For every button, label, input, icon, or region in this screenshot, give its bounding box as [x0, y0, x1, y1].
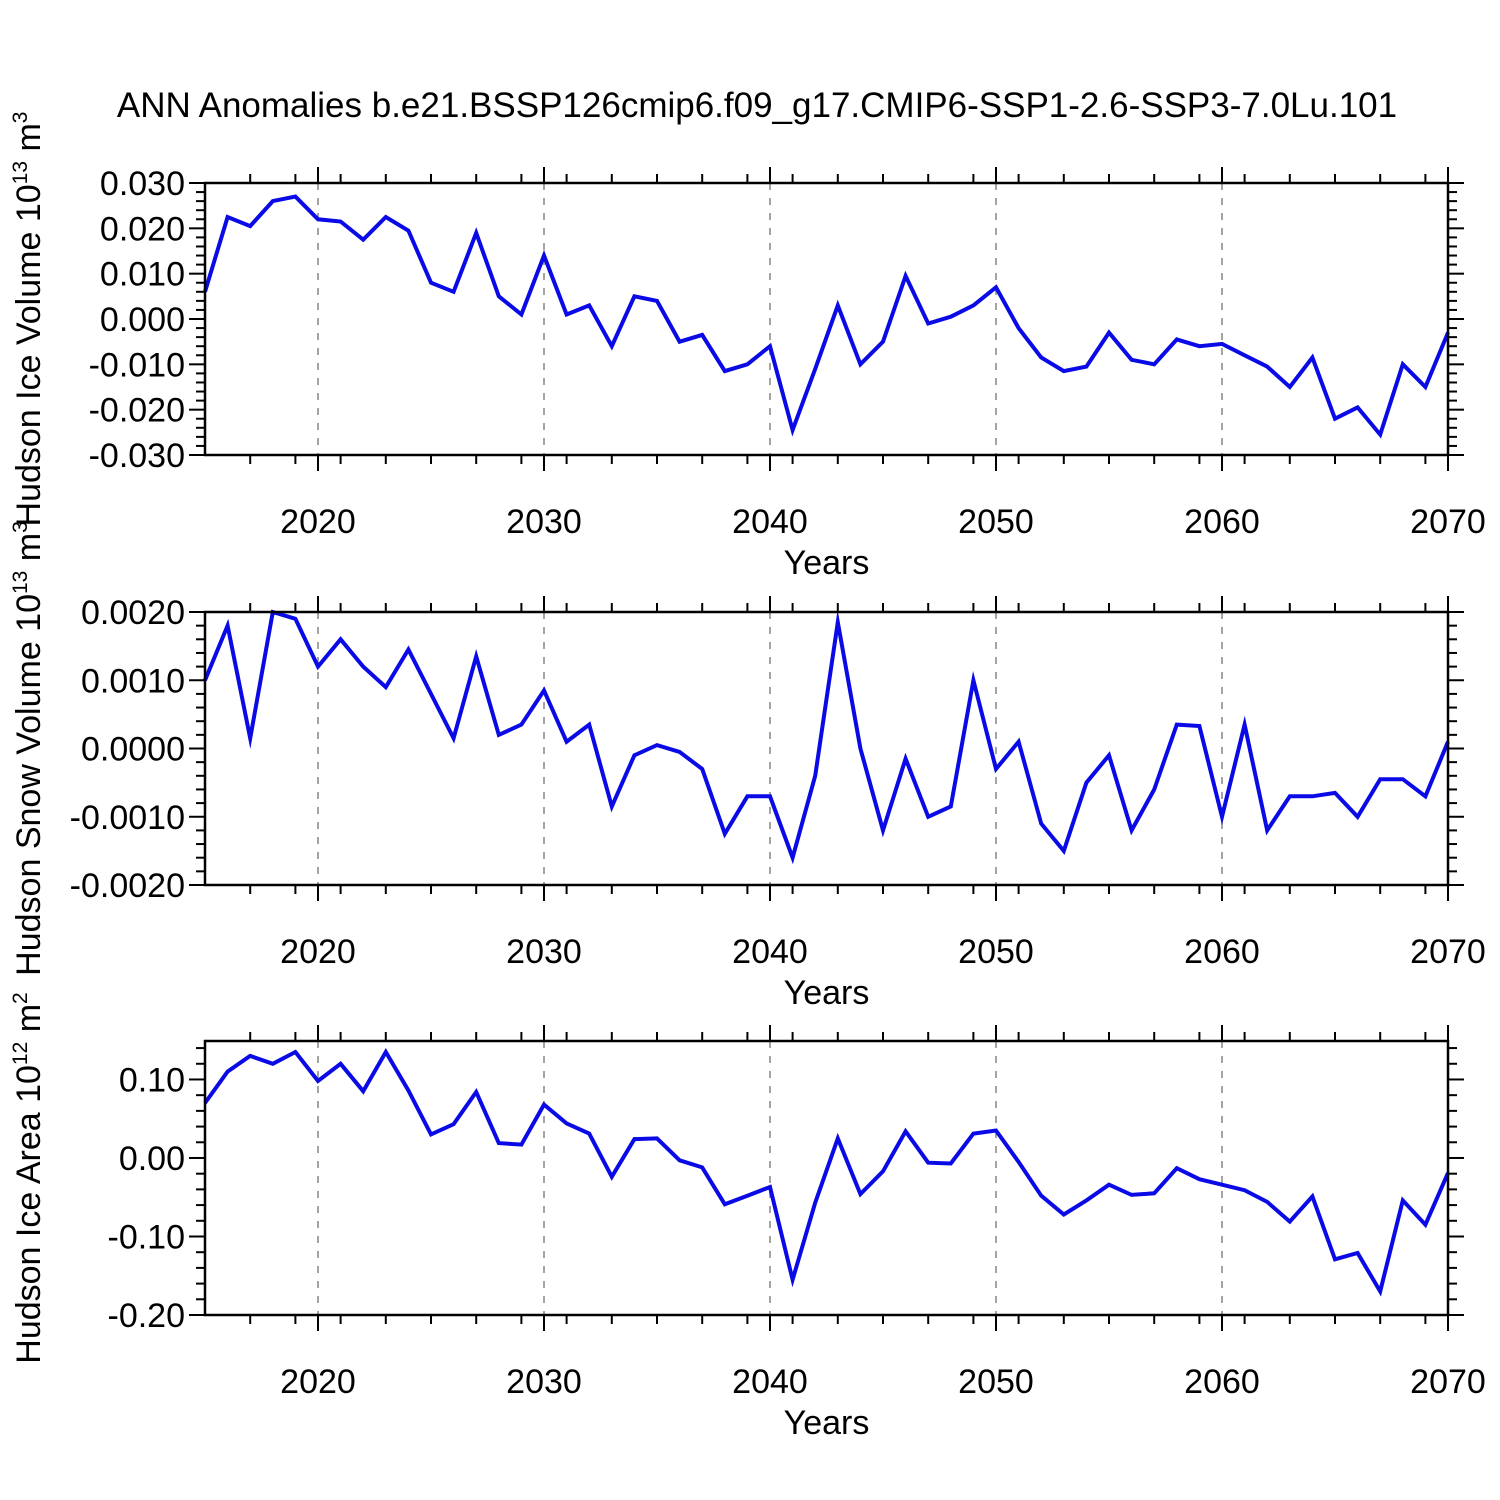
plot-frame — [203, 1039, 1450, 1317]
y-axis-title: Hudson Snow Volume 1013 m3 — [9, 521, 48, 976]
x-tick-label: 2030 — [506, 503, 582, 541]
y-tick-label: -0.0020 — [70, 867, 185, 905]
x-tick-label: 2060 — [1184, 503, 1260, 541]
panel-hudson-ice-area: 2020 2030 2040 2050 2060 2070 0.10 0.00 -0.10 -0.… — [9, 992, 1486, 1442]
panel-hudson-snow-volume: 2020 2030 2040 2050 2060 2070 0.0020 0.0010 0.00… — [9, 521, 1486, 1012]
y-tick-label: 0.020 — [100, 210, 185, 248]
x-tick-label: 2070 — [1410, 503, 1486, 541]
x-axis-title: Years — [784, 1404, 870, 1442]
y-tick-label: 0.10 — [119, 1061, 185, 1099]
x-tick-label: 2050 — [958, 1363, 1034, 1401]
y-tick-label: -0.010 — [89, 346, 185, 384]
x-tick-label: 2070 — [1410, 933, 1486, 971]
y-tick-label: 0.0000 — [81, 731, 185, 769]
x-tick-label: 2020 — [280, 503, 356, 541]
x-tick-label: 2040 — [732, 933, 808, 971]
y-tick-label: -0.20 — [108, 1297, 186, 1335]
y-tick-label: 0.010 — [100, 256, 185, 294]
hudson-ice-area-series-line — [203, 1048, 1450, 1297]
y-tick-label: 0.000 — [100, 301, 185, 339]
hudson-ice-volume-series-line — [203, 194, 1450, 439]
y-tick-label: 0.0020 — [81, 594, 185, 632]
x-tick-label: 2070 — [1410, 1363, 1486, 1401]
x-tick-label: 2020 — [280, 1363, 356, 1401]
y-tick-label: 0.0010 — [81, 662, 185, 700]
x-tick-label: 2040 — [732, 503, 808, 541]
x-tick-label: 2030 — [506, 1363, 582, 1401]
figure-title: ANN Anomalies b.e21.BSSP126cmip6.f09_g17… — [116, 86, 1398, 125]
x-tick-label: 2030 — [506, 933, 582, 971]
x-tick-label: 2020 — [280, 933, 356, 971]
y-tick-label: -0.030 — [89, 437, 185, 475]
x-tick-label: 2060 — [1184, 933, 1260, 971]
y-tick-label: 0.00 — [119, 1140, 185, 1178]
y-tick-label: -0.0010 — [70, 799, 185, 837]
x-tick-label: 2050 — [958, 503, 1034, 541]
panel-hudson-ice-volume: 2020 2030 2040 2050 2060 2070 0.030 0.020 0.010 0… — [9, 112, 1486, 582]
x-tick-label: 2050 — [958, 933, 1034, 971]
y-axis-title: Hudson Ice Volume 1013 m3 — [9, 112, 48, 527]
y-tick-label: 0.030 — [100, 165, 185, 203]
y-axis-title: Hudson Ice Area 1012 m2 — [9, 992, 48, 1363]
x-tick-label: 2060 — [1184, 1363, 1260, 1401]
y-tick-label: -0.10 — [108, 1218, 186, 1256]
x-tick-label: 2040 — [732, 1363, 808, 1401]
plot-frame — [203, 610, 1450, 887]
hudson-snow-volume-series-line — [203, 609, 1450, 865]
plot-frame — [203, 181, 1450, 457]
y-tick-label: -0.020 — [89, 392, 185, 430]
x-axis-title: Years — [784, 544, 870, 582]
x-axis-title: Years — [784, 974, 870, 1012]
